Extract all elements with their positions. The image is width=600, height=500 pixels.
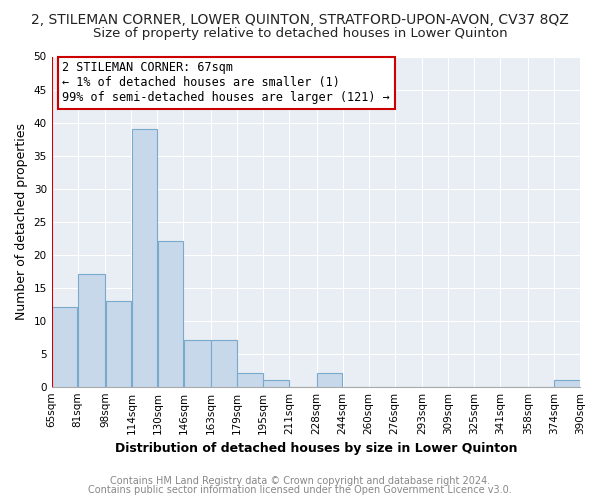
Text: Size of property relative to detached houses in Lower Quinton: Size of property relative to detached ho… <box>92 28 508 40</box>
Bar <box>52 308 77 386</box>
Bar <box>317 374 342 386</box>
Bar <box>211 340 236 386</box>
Text: 2 STILEMAN CORNER: 67sqm
← 1% of detached houses are smaller (1)
99% of semi-det: 2 STILEMAN CORNER: 67sqm ← 1% of detache… <box>62 62 390 104</box>
Bar <box>554 380 580 386</box>
Bar <box>184 340 211 386</box>
Bar <box>238 374 263 386</box>
Text: 2, STILEMAN CORNER, LOWER QUINTON, STRATFORD-UPON-AVON, CV37 8QZ: 2, STILEMAN CORNER, LOWER QUINTON, STRAT… <box>31 12 569 26</box>
X-axis label: Distribution of detached houses by size in Lower Quinton: Distribution of detached houses by size … <box>115 442 517 455</box>
Y-axis label: Number of detached properties: Number of detached properties <box>15 123 28 320</box>
Text: Contains public sector information licensed under the Open Government Licence v3: Contains public sector information licen… <box>88 485 512 495</box>
Bar <box>78 274 105 386</box>
Text: Contains HM Land Registry data © Crown copyright and database right 2024.: Contains HM Land Registry data © Crown c… <box>110 476 490 486</box>
Bar <box>263 380 289 386</box>
Bar <box>132 129 157 386</box>
Bar <box>106 301 131 386</box>
Bar <box>158 242 183 386</box>
